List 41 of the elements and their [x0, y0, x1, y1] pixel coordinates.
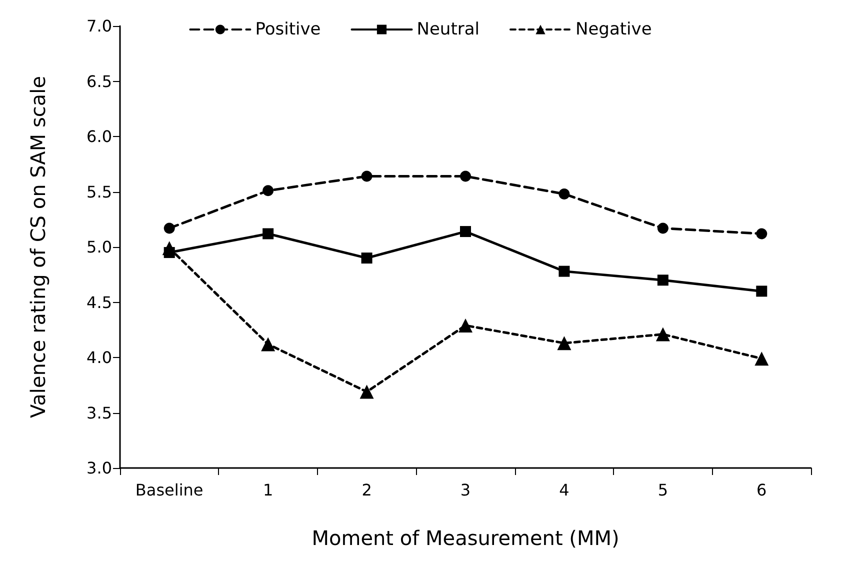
y-tick-label: 4.5: [86, 292, 112, 312]
y-tick-label: 4.0: [86, 348, 112, 367]
point: [460, 170, 471, 182]
x-tick-label: 2: [362, 480, 372, 500]
legend-label: Negative: [575, 20, 652, 40]
y-tick-label: 3.0: [86, 458, 112, 478]
point: [656, 327, 670, 342]
y-tick-label: 6.0: [86, 127, 112, 146]
point: [262, 185, 274, 196]
point: [756, 228, 768, 240]
point: [657, 222, 668, 234]
x-tick-label: Baseline: [135, 480, 204, 500]
point: [557, 336, 572, 350]
y-tick-label: 5.0: [86, 238, 112, 256]
point: [360, 384, 374, 399]
point: [657, 274, 668, 286]
legend-label: Positive: [255, 20, 321, 40]
y-tick-label: 6.5: [86, 72, 112, 91]
point: [361, 170, 372, 182]
point: [558, 266, 570, 277]
x-tick-label: 1: [262, 480, 274, 500]
point: [162, 241, 176, 256]
y-tick-label: 3.5: [86, 403, 112, 422]
point: [756, 286, 768, 297]
point: [262, 228, 274, 240]
point: [164, 222, 175, 234]
x-tick-label: 4: [559, 480, 570, 500]
x-axis-title: Moment of Measurement (MM): [312, 526, 620, 550]
point: [460, 226, 471, 238]
point: [361, 252, 372, 264]
y-tick-label: 5.5: [86, 182, 112, 202]
x-tick-label: 3: [460, 480, 471, 500]
point: [754, 352, 769, 366]
x-tick-label: 5: [658, 480, 668, 500]
legend-label: Neutral: [416, 20, 480, 40]
x-tick-label: 6: [756, 480, 767, 500]
point: [458, 318, 472, 332]
point: [558, 188, 570, 200]
point: [261, 337, 276, 352]
y-axis-title: Valence rating of CS on SAM scale: [26, 76, 50, 418]
y-tick-label: 7.0: [86, 16, 112, 36]
